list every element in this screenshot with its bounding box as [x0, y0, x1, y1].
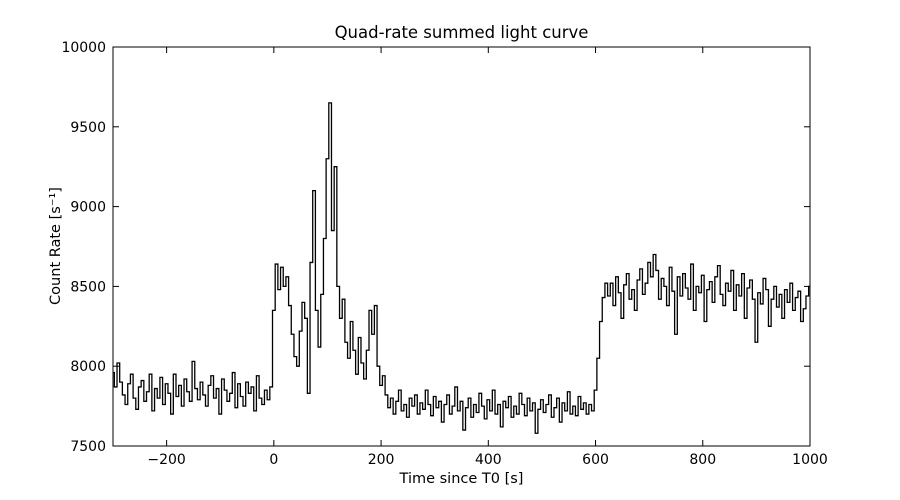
x-tick-label: 400	[475, 452, 502, 468]
y-tick-label: 8000	[70, 359, 106, 375]
y-tick-label: 7500	[70, 439, 106, 455]
x-tick-label: −200	[147, 452, 185, 468]
x-axis-label: Time since T0 [s]	[399, 471, 524, 487]
plot-frame	[112, 46, 811, 447]
y-tick-label: 9000	[70, 200, 106, 216]
light-curve-line	[113, 102, 810, 434]
chart-title: Quad-rate summed light curve	[334, 23, 589, 42]
x-tick-label: 0	[269, 452, 278, 468]
x-tick-label: 800	[689, 452, 716, 468]
y-axis-label: Count Rate [s⁻¹]	[48, 187, 64, 305]
x-tick-label: 600	[582, 452, 609, 468]
y-tick-label: 8500	[70, 279, 106, 295]
x-tick-label: 200	[368, 452, 395, 468]
y-tick-label: 9500	[70, 120, 106, 136]
y-tick-label: 10000	[61, 40, 106, 56]
x-tick-label: 1000	[792, 452, 828, 468]
